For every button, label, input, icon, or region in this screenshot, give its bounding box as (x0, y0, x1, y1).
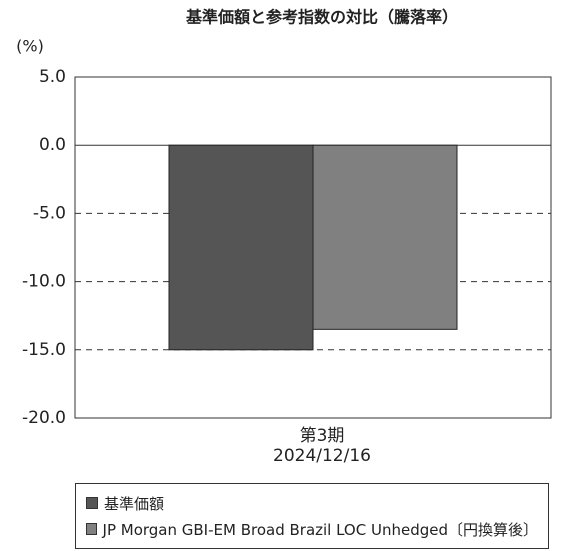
bar (168, 144, 314, 351)
legend-label: JP Morgan GBI-EM Broad Brazil LOC Unhedg… (102, 520, 538, 539)
chart: 基準価額と参考指数の対比（騰落率） (%) 5.0 0.0 -5.0 -10.0 -15… (16, 8, 552, 428)
y-tick-label: -20.0 (22, 408, 66, 428)
bar (312, 144, 458, 330)
y-tick-label: -15.0 (22, 340, 66, 360)
chart-title: 基準価額と参考指数の対比（騰落率） (185, 8, 458, 27)
y-tick-label: -5.0 (33, 203, 66, 223)
x-tick-label: 第3期 2024/12/16 (273, 426, 371, 466)
legend-item: JP Morgan GBI-EM Broad Brazil LOC Unhedg… (86, 516, 538, 542)
plot-frame (74, 76, 552, 419)
y-tick-label: 0.0 (39, 135, 66, 155)
y-tick-label: 5.0 (39, 67, 66, 87)
legend-label: 基準価額 (104, 494, 165, 513)
legend-swatch (86, 497, 98, 509)
y-unit: (%) (16, 37, 44, 56)
legend-swatch (86, 523, 97, 535)
y-tick-label: -10.0 (22, 272, 66, 292)
legend: 基準価額 JP Morgan GBI-EM Broad Brazil LOC Un… (75, 483, 549, 549)
legend-item: 基準価額 (86, 490, 538, 516)
